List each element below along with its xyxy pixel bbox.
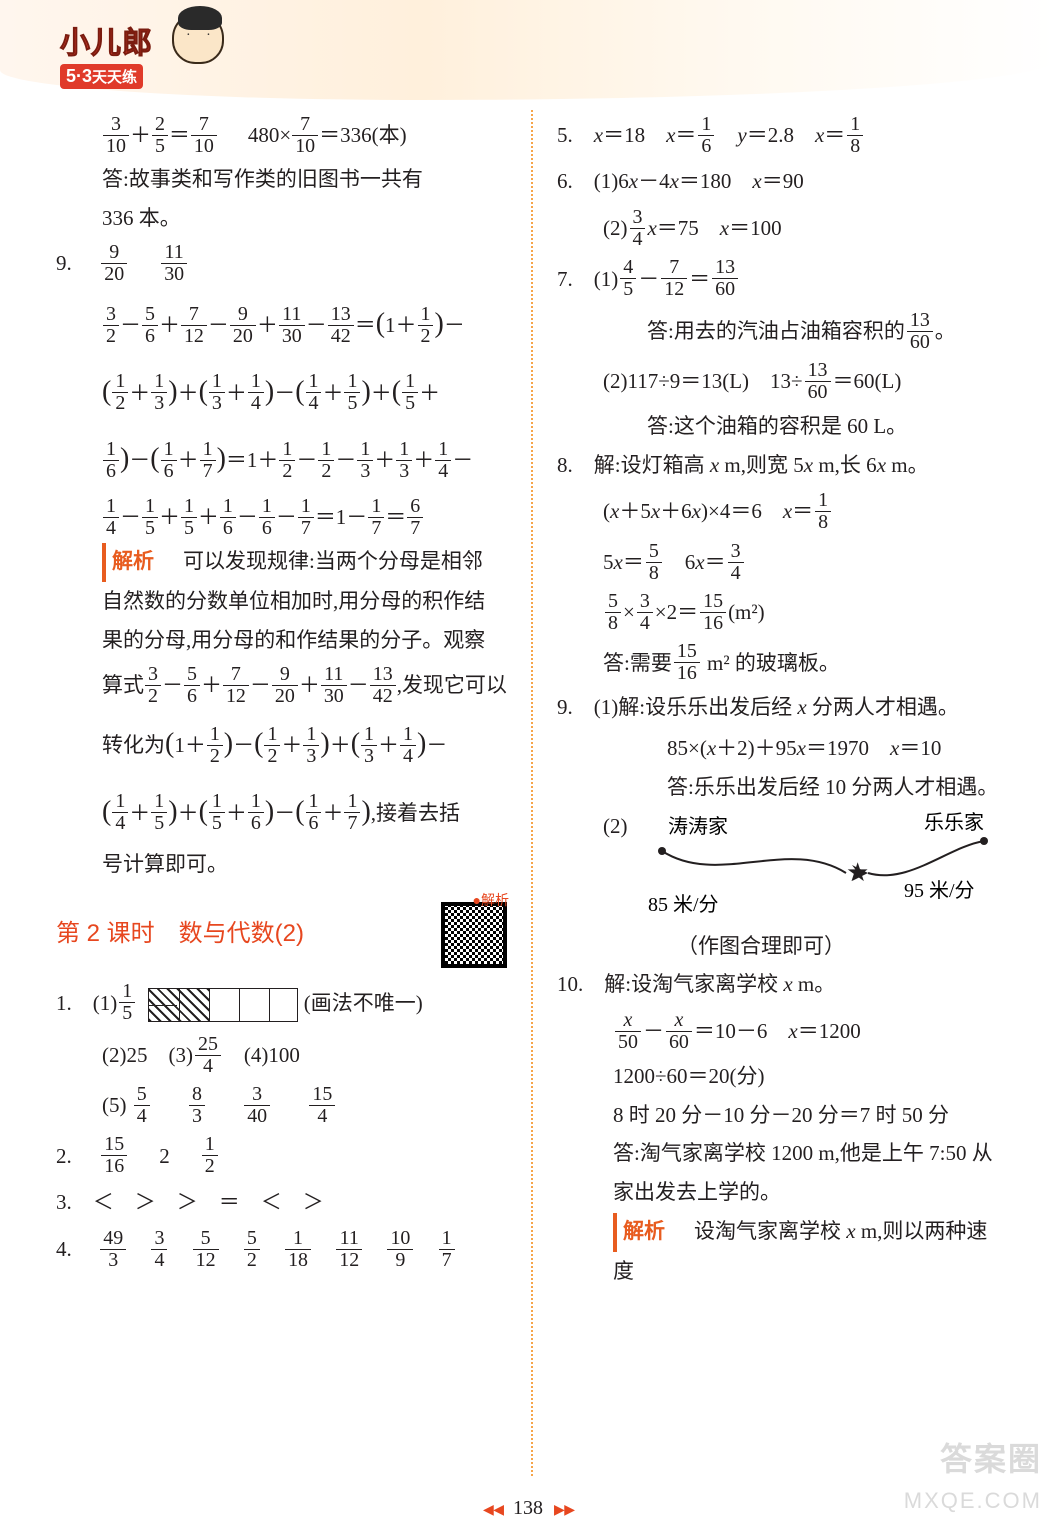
explain-6: (14＋15)＋(15＋16)－(16＋17),接着去括	[56, 778, 507, 845]
r-q10-ans2: 家出发去上学的。	[557, 1173, 1008, 1212]
r-q8-ans: 答:需要1516 m² 的玻璃板。	[557, 638, 1008, 688]
r-q9-ans: 答:乐乐出发后经 10 分两人才相遇。	[557, 768, 1008, 807]
r-q8-l3: 5x＝58 6x＝34	[557, 537, 1008, 587]
explain-2: 自然数的分数单位相加时,用分母的积作结	[56, 582, 507, 621]
svg-text:★: ★	[846, 858, 869, 887]
r-q10-l4: 8 时 20 分－10 分－20 分＝7 时 50 分	[557, 1096, 1008, 1135]
r-q9-2-ans: （作图合理即可）	[557, 927, 1008, 966]
r-q10-l2: x50－x60＝10－6 x＝1200	[557, 1006, 1008, 1056]
explain-5: 转化为(1＋12)－(12＋13)＋(13＋14)－	[56, 710, 507, 777]
r-q9-1: 9. (1)解:设乐乐出发后经 x 分两人才相遇。	[557, 688, 1008, 727]
logo-mascot-icon	[172, 12, 224, 64]
q9-line4: 16)－(16＋17)＝1＋12－12－13＋13＋14－	[56, 425, 507, 492]
s2-q3: 3. ＜ ＞ ＞ ＝ ＜ ＞	[56, 1183, 507, 1222]
expr-line: 310＋25＝710480×710＝336(本)	[56, 110, 507, 160]
column-divider	[531, 110, 533, 1476]
r-q9-l2: 85×(x＋2)＋95x＝1970 x＝10	[557, 729, 1008, 768]
r-q8-l4: 58×34×2＝1516(m²)	[557, 587, 1008, 637]
jiexi-tag: 解析	[613, 1213, 669, 1252]
left-column: 310＋25＝710480×710＝336(本) 答:故事类和写作类的旧图书一共…	[56, 110, 529, 1476]
r-q5: 5. x＝18 x＝16 y＝2.8 x＝18	[557, 110, 1008, 160]
svg-text:95 米/分: 95 米/分	[904, 879, 975, 902]
right-column: 5. x＝18 x＝16 y＝2.8 x＝18 6. (1)6x－4x＝180 …	[535, 110, 1008, 1476]
triangle-icon: ▶ ▶	[554, 1503, 573, 1518]
r-q9-2: (2) 涛涛家 乐乐家 ★ 85 米/分 95 米/分	[557, 807, 1008, 927]
r-q6-2: (2)34x＝75 x＝100	[557, 203, 1008, 253]
jiexi-tag: 解析	[102, 543, 158, 582]
s2-q1-5: (5) 54 83 340 154	[56, 1080, 507, 1130]
page-footer: ◀ ◀ 138 ▶ ▶	[0, 1497, 1056, 1520]
s2-q4: 4. 493 34 512 52 118 1112 109 17	[56, 1224, 507, 1274]
q9-line2: 32－56＋712－920＋1130－1342＝(1＋12)－	[56, 290, 507, 357]
answer-text: 答:故事类和写作类的旧图书一共有	[56, 160, 507, 199]
q9-line5: 14－15＋15＋16－16－17＝1－17＝67	[56, 492, 507, 542]
s2-q1-2: (2)25 (3)254 (4)100	[56, 1030, 507, 1080]
s2-q1-1: 1. (1)15 (画法不唯一)	[56, 978, 507, 1028]
brand-logo: 小儿郎 5·3天天练	[60, 18, 200, 89]
svg-text:涛涛家: 涛涛家	[668, 815, 728, 838]
explain-3: 果的分母,用分母的和作结果的分子。观察	[56, 621, 507, 660]
r-q10-jiexi: 解析 设淘气家离学校 x m,则以两种速度	[557, 1212, 1008, 1291]
r-q8-l2: (x＋5x＋6x)×4＝6 x＝18	[557, 486, 1008, 536]
r-q6-1: 6. (1)6x－4x＝180 x＝90	[557, 162, 1008, 201]
explain-4: 算式32－56＋712－920＋1130－1342,发现它可以	[56, 660, 507, 710]
logo-text-bottom: 5·3天天练	[60, 64, 143, 89]
qr-label: ●解析	[473, 888, 509, 914]
page-number: 138	[513, 1497, 543, 1519]
s2-q2: 2. 1516212	[56, 1131, 507, 1181]
q9-line3: (12＋13)＋(13＋14)－(14＋15)＋(15＋	[56, 358, 507, 425]
r-q10-ans: 答:淘气家离学校 1200 m,他是上午 7:50 从	[557, 1134, 1008, 1173]
q9-line1: 9. 9201130	[56, 238, 507, 288]
answer-text: 336 本。	[56, 199, 507, 238]
section-title: 第 2 课时 数与代数(2) ●解析	[56, 902, 507, 968]
distance-diagram: 涛涛家 乐乐家 ★ 85 米/分 95 米/分	[628, 807, 1008, 927]
explain-7: 号计算即可。	[56, 845, 507, 884]
svg-text:乐乐家: 乐乐家	[924, 811, 984, 834]
r-q7-ans: 答:用去的汽油占油箱容积的1360。	[557, 306, 1008, 356]
r-q7-ans2: 答:这个油箱的容积是 60 L。	[557, 407, 1008, 446]
page-body: 310＋25＝710480×710＝336(本) 答:故事类和写作类的旧图书一共…	[56, 110, 1008, 1476]
explain-1: 解析 可以发现规律:当两个分母是相邻	[56, 542, 507, 582]
grid-drawing	[148, 988, 298, 1022]
r-q10-l3: 1200÷60＝20(分)	[557, 1057, 1008, 1096]
r-q8: 8. 解:设灯箱高 x m,则宽 5x m,长 6x m。	[557, 446, 1008, 485]
svg-text:85 米/分: 85 米/分	[648, 893, 719, 916]
r-q10: 10. 解:设淘气家离学校 x m。	[557, 965, 1008, 1004]
qr-code-icon: ●解析	[441, 902, 507, 968]
r-q7-2: (2)117÷9＝13(L) 13÷1360＝60(L)	[557, 356, 1008, 406]
triangle-icon: ◀ ◀	[483, 1503, 502, 1518]
r-q7-1: 7. (1)45－712＝1360	[557, 254, 1008, 304]
